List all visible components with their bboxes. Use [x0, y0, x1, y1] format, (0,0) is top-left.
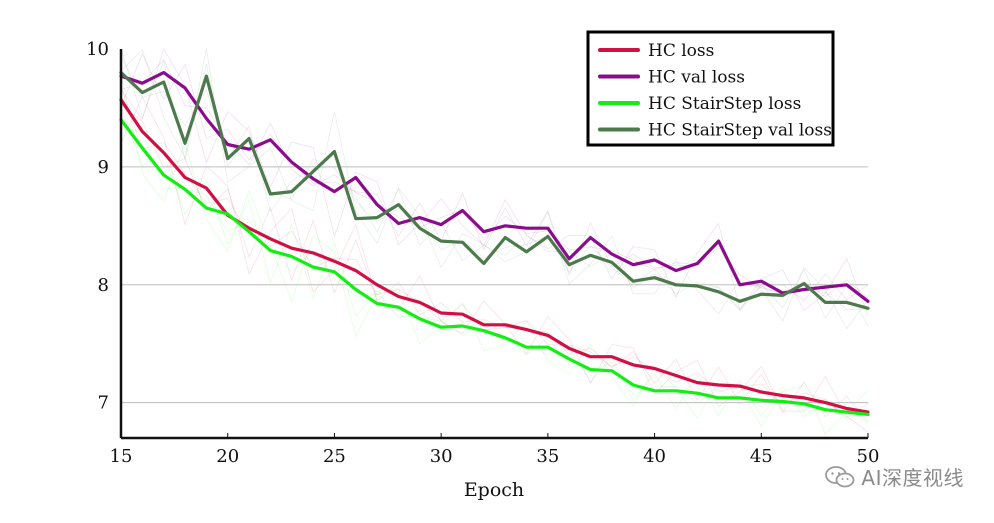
x-tick-label: 35 — [536, 446, 559, 467]
x-tick-label: 25 — [323, 446, 346, 467]
x-tick-label: 50 — [857, 446, 880, 467]
background-trace — [120, 129, 869, 425]
series-line — [119, 118, 870, 416]
x-tick-label: 15 — [110, 446, 133, 467]
y-tick-label: 7 — [98, 393, 109, 414]
background-trace — [120, 48, 869, 330]
watermark-text: AI深度视线 — [861, 466, 964, 490]
y-tick-label: 9 — [98, 157, 109, 178]
legend-label: HC loss — [648, 41, 714, 61]
legend-label: HC StairStep val loss — [648, 121, 832, 141]
series-line — [119, 70, 870, 310]
x-tick-label: 45 — [750, 446, 773, 467]
y-tick-label: 10 — [86, 39, 109, 60]
x-tick-label: 30 — [430, 446, 453, 467]
x-axis-title: Epoch — [464, 479, 524, 501]
legend-label: HC StairStep loss — [648, 94, 801, 114]
legend: HC loss HC val loss HC StairStep loss HC St… — [586, 30, 835, 147]
y-tick-label: 8 — [98, 275, 109, 296]
series-line — [119, 98, 870, 414]
x-tick-label: 40 — [643, 446, 666, 467]
series-group — [119, 70, 870, 416]
gridline-group — [121, 166, 868, 404]
legend-label: HC val loss — [648, 68, 745, 88]
series-line — [119, 70, 870, 303]
x-tick-label: 20 — [216, 446, 239, 467]
wechat-logo-icon — [825, 465, 855, 487]
watermark: AI深度视线 — [825, 462, 964, 491]
background-trace — [120, 48, 869, 316]
axes-group — [119, 49, 868, 440]
background-trace — [120, 73, 869, 436]
tick-label-group: 15 20 25 30 35 40 45 50 7 8 9 10 — [86, 39, 879, 467]
